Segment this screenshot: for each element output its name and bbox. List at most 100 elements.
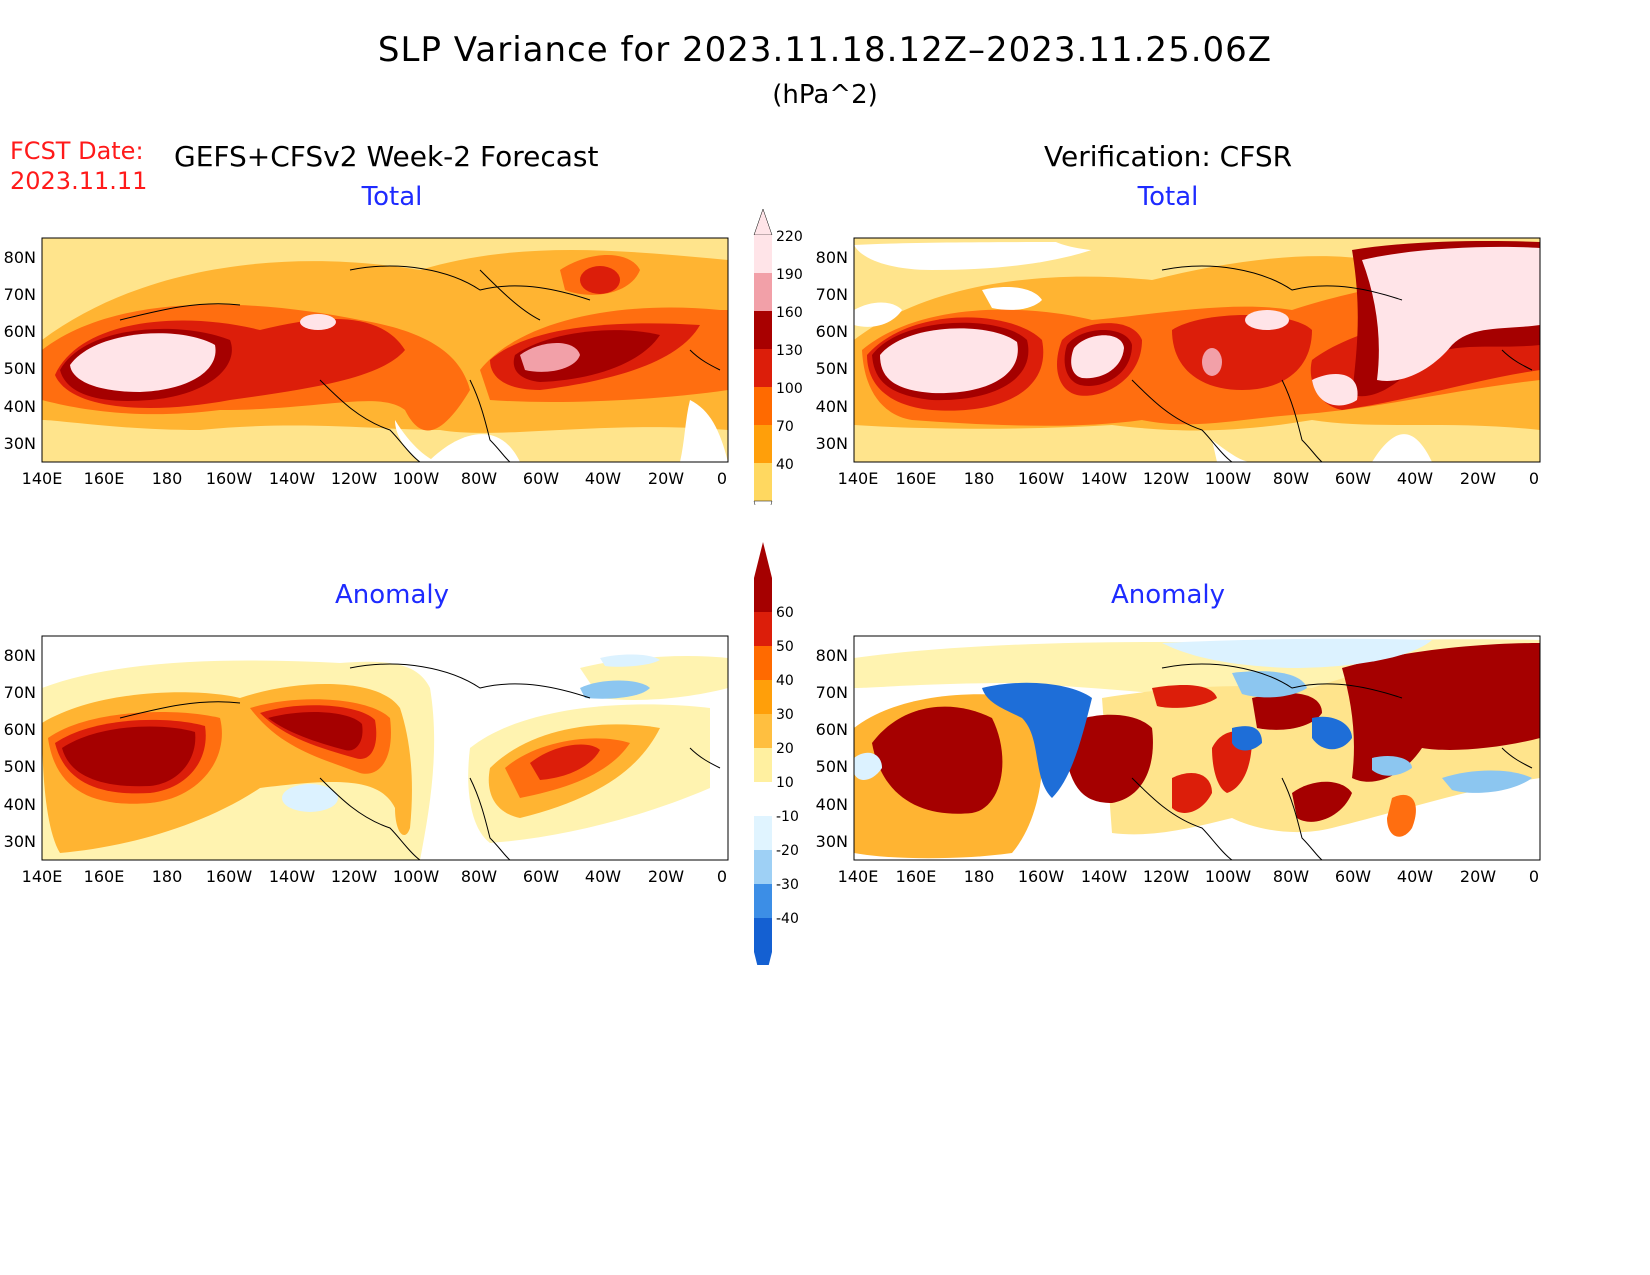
colorbar-swatch [754,578,772,612]
colorbar-swatch [754,646,772,680]
lat-label: 70N [4,285,36,304]
lon-label: 40W [585,469,621,488]
lat-label: 30N [816,434,848,453]
lon-label: 160W [206,867,253,886]
lon-label: 160W [1018,469,1065,488]
colorbar-swatch [754,884,772,918]
lon-label: 140W [1081,867,1128,886]
colorbar-swatch [754,782,772,816]
colorbar-swatch [754,349,772,387]
lon-label: 120W [331,867,378,886]
colorbar-tick-label: 100 [776,381,803,397]
lon-label: 80W [1273,469,1309,488]
lat-label: 30N [4,434,36,453]
map-panel-fcst-total: 80N 70N 60N 50N 40N 30N 140E 160E 180 16… [4,237,729,488]
lon-label: 0 [717,469,727,488]
lon-label: 80W [461,867,497,886]
lon-label: 40W [1397,867,1433,886]
colorbar-tick-label: 20 [776,741,794,757]
lon-label: 120W [1143,469,1190,488]
lon-label: 0 [1529,867,1539,886]
colorbar-tick-label: 130 [776,343,803,359]
lat-label: 30N [816,832,848,851]
colorbar-anomaly-swatches [754,542,772,965]
colorbar-swatch [754,918,772,952]
panel-title-verif-anomaly: Anomaly [1110,580,1226,610]
lat-labels-verif-total: 80N 70N 60N 50N 40N 30N [816,248,848,453]
colorbar-tick-label: -40 [776,911,799,927]
lon-label: 140W [269,469,316,488]
colorbar-total-swatches [753,208,773,505]
lon-label: 160W [206,469,253,488]
lat-label: 50N [4,757,36,776]
lat-label: 80N [4,248,36,267]
colorbar-tick-label: 220 [776,229,803,245]
lat-label: 50N [816,757,848,776]
lon-label: 100W [1205,469,1252,488]
lat-label: 70N [816,285,848,304]
forecast-heading: GEFS+CFSv2 Week-2 Forecast [174,140,599,173]
lat-label: 40N [4,397,36,416]
map-panel-fcst-anomaly: 80N 70N 60N 50N 40N 30N 140E 160E 180 16… [4,635,729,886]
lon-labels-fcst-anomaly: 140E 160E 180 160W 140W 120W 100W 80W 60… [22,867,727,886]
lon-label: 20W [648,867,684,886]
lat-label: 50N [4,359,36,378]
colorbar-swatch [754,952,772,965]
colorbar-swatch [754,612,772,646]
colorbar-swatch [754,387,772,425]
lon-labels-verif-total: 140E 160E 180 160W 140W 120W 100W 80W 60… [838,469,1539,488]
verification-heading: Verification: CFSR [1044,140,1293,173]
colorbar-swatch [754,273,772,311]
colorbar-swatch [753,500,773,505]
colorbar-tick-label: 40 [776,457,794,473]
lon-label: 20W [1460,469,1496,488]
colorbar-tick-label: 40 [776,673,794,689]
colorbar-tick-label: 70 [776,419,794,435]
lon-label: 60W [523,867,559,886]
lat-label: 70N [816,683,848,702]
lat-label: 50N [816,359,848,378]
lat-label: 30N [4,832,36,851]
lon-label: 160E [896,867,937,886]
lon-label: 0 [717,867,727,886]
forecast-date-label: FCST Date: [10,137,144,165]
colorbar-total: 220 190 160 130 100 70 40 [753,208,803,505]
lat-label: 80N [4,646,36,665]
lon-label: 140W [1081,469,1128,488]
lon-label: 180 [964,469,995,488]
lat-label: 40N [816,397,848,416]
colorbar-swatch [754,311,772,349]
lat-label: 60N [816,720,848,739]
colorbar-tick-label: -20 [776,843,799,859]
lon-labels-fcst-total: 140E 160E 180 160W 140W 120W 100W 80W 60… [22,469,727,488]
colorbar-swatch [754,680,772,714]
forecast-date-value: 2023.11.11 [10,167,148,195]
colorbar-swatch [754,816,772,850]
lon-label: 80W [461,469,497,488]
lon-label: 100W [393,469,440,488]
lat-label: 40N [4,795,36,814]
lon-label: 140W [269,867,316,886]
lon-label: 140E [838,867,879,886]
colorbar-tick-label: -10 [776,809,799,825]
lon-label: 0 [1529,469,1539,488]
lon-label: 20W [648,469,684,488]
lat-label: 80N [816,248,848,267]
colorbar-anomaly-ticks: 60 50 40 30 20 10 -10 -20 -30 -40 [776,605,799,927]
lon-label: 100W [393,867,440,886]
lon-label: 160W [1018,867,1065,886]
lon-label: 180 [152,469,183,488]
colorbar-swatch [754,850,772,884]
lon-label: 20W [1460,867,1496,886]
lon-label: 160E [896,469,937,488]
lon-labels-verif-anomaly: 140E 160E 180 160W 140W 120W 100W 80W 60… [838,867,1539,886]
colorbar-swatch [754,714,772,748]
lon-label: 140E [22,867,63,886]
lon-label: 140E [22,469,63,488]
lon-label: 60W [1335,867,1371,886]
lat-labels-verif-anomaly: 80N 70N 60N 50N 40N 30N [816,646,848,851]
lon-label: 120W [1143,867,1190,886]
colorbar-tick-label: 60 [776,605,794,621]
colorbar-tick-label: 50 [776,639,794,655]
colorbar-anomaly: 60 50 40 30 20 10 -10 -20 -30 -40 [754,542,799,965]
